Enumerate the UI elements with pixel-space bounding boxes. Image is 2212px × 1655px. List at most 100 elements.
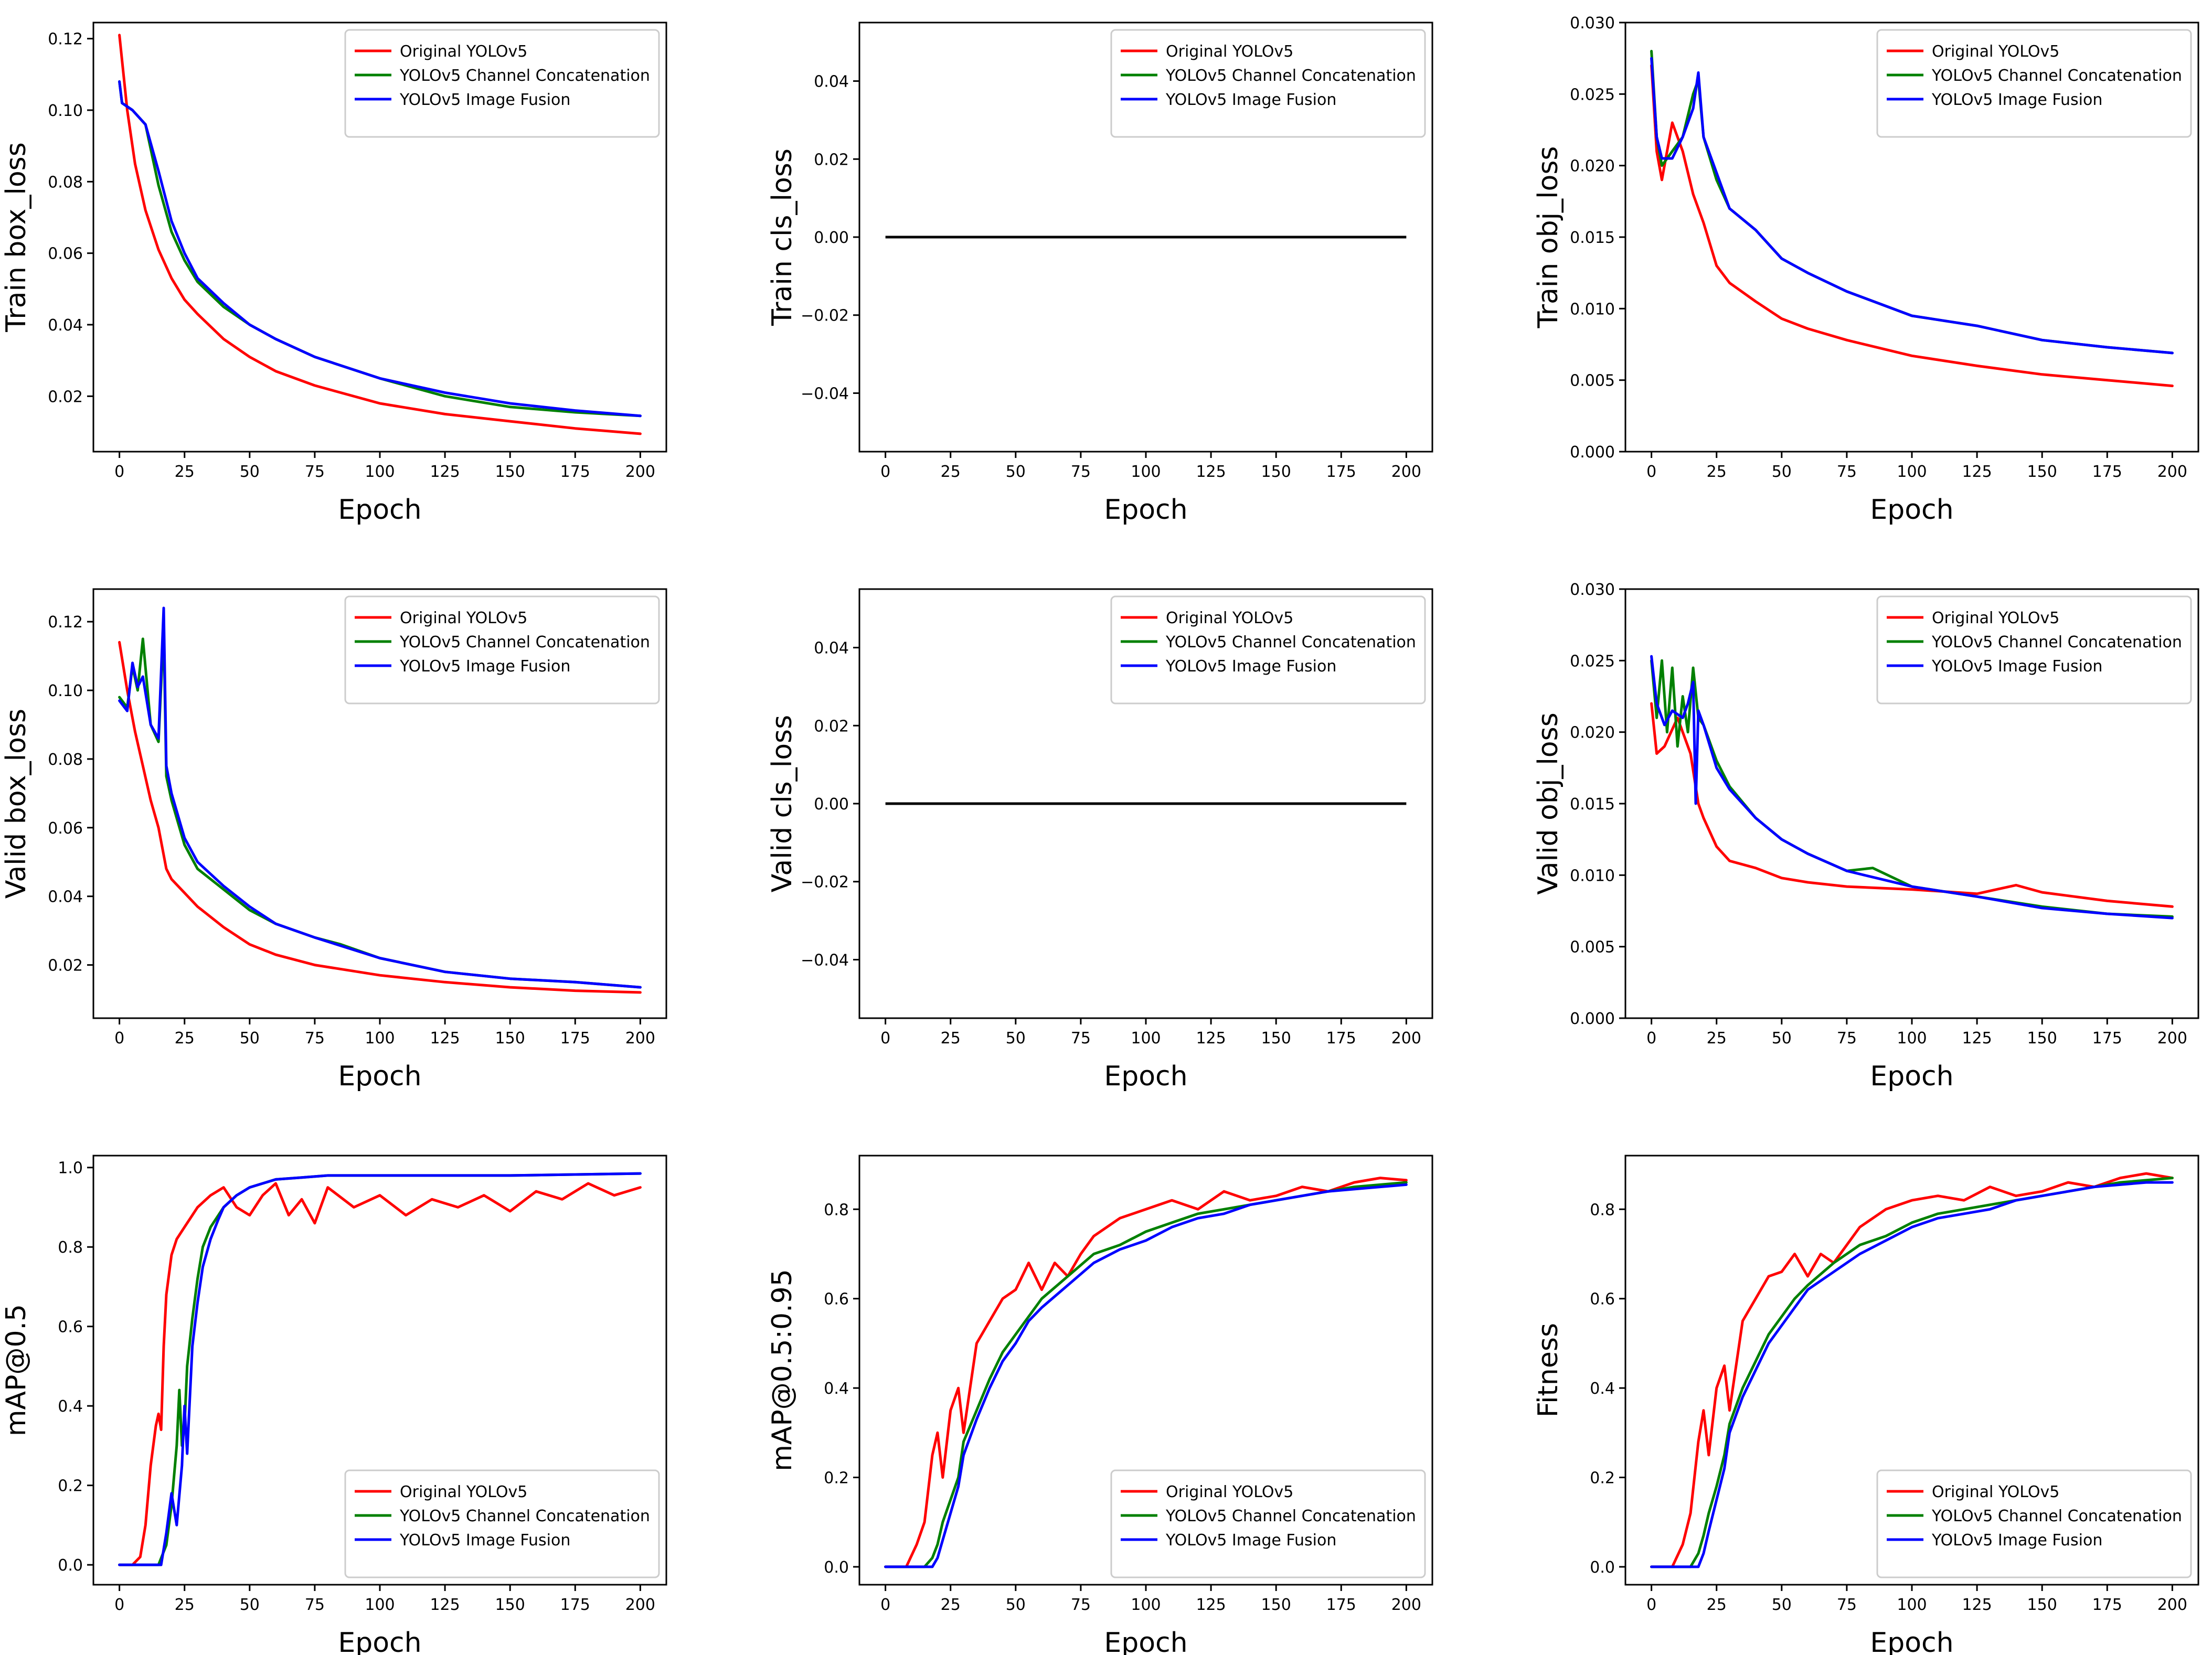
x-tick-label: 175 (560, 1596, 590, 1614)
y-tick-label: 0.0 (1590, 1558, 1615, 1577)
series-line-fusion (1650, 1181, 2174, 1568)
legend-label-original: Original YOLOv5 (400, 1483, 527, 1501)
chart-panel-train-cls-loss: 0 25 50 75 100 125 150 175 200 −0.04 −0.02 0.00 0.02… (767, 22, 1433, 526)
x-tick-label: 0 (114, 1596, 124, 1614)
y-tick-label: 0.005 (1570, 938, 1615, 957)
x-tick-label: 175 (2092, 1029, 2122, 1048)
chart-panel-valid-cls-loss: 0 25 50 75 100 125 150 175 200 −0.04 −0.02 0.00 0.02… (767, 588, 1433, 1092)
legend-box (1876, 29, 2192, 138)
x-tick-label: 50 (1772, 1596, 1792, 1614)
legend-label-fusion: YOLOv5 Image Fusion (1931, 657, 2102, 676)
x-tick-label: 125 (430, 463, 460, 481)
x-tick-label: 75 (305, 463, 325, 481)
x-axis-title: Epoch (338, 1061, 421, 1092)
x-tick-label: 25 (941, 1596, 961, 1614)
x-tick-label: 50 (1772, 1029, 1792, 1048)
x-tick-label: 100 (365, 1596, 395, 1614)
y-axis-title: Valid box_loss (1, 709, 32, 899)
legend: Original YOLOv5 YOLOv5 Channel Concatenat… (344, 1469, 660, 1578)
x-tick-label: 0 (1646, 1029, 1656, 1048)
legend: Original YOLOv5 YOLOv5 Channel Concatenat… (1876, 29, 2192, 138)
series-line-original (1650, 702, 2174, 908)
x-tick-label: 200 (1391, 1596, 1421, 1614)
x-tick-label: 0 (880, 1029, 890, 1048)
y-axis-title: Train box_loss (1, 142, 32, 333)
chart-panel-map-0-5: 0 25 50 75 100 125 150 175 200 0.0 0.2 0.4 0.6 0.8 1.0… (1, 1155, 667, 1655)
x-tick-label: 50 (240, 1596, 260, 1614)
series-line-original (118, 640, 642, 994)
legend-box (1110, 1469, 1426, 1578)
legend-label-concat: YOLOv5 Channel Concatenation (399, 633, 650, 652)
y-tick-label: 0.2 (1590, 1469, 1615, 1488)
y-tick-label: 0.020 (1570, 157, 1615, 176)
x-tick-label: 25 (1707, 463, 1727, 481)
y-tick-label: 0.04 (814, 639, 849, 658)
x-tick-label: 0 (880, 1596, 890, 1614)
x-tick-label: 125 (430, 1029, 460, 1048)
y-tick-label: −0.02 (801, 873, 849, 892)
legend: Original YOLOv5 YOLOv5 Channel Concatenat… (1110, 29, 1426, 138)
y-tick-label: 0.030 (1570, 14, 1615, 33)
y-tick-label: 0.4 (58, 1397, 83, 1416)
legend-label-original: Original YOLOv5 (400, 42, 527, 61)
x-tick-label: 50 (1006, 1596, 1026, 1614)
x-tick-label: 200 (2157, 1596, 2187, 1614)
y-tick-label: 0.02 (48, 957, 83, 975)
y-tick-label: 0.020 (1570, 724, 1615, 742)
x-tick-label: 125 (430, 1596, 460, 1614)
x-tick-label: 200 (2157, 463, 2187, 481)
x-tick-label: 150 (1261, 463, 1291, 481)
x-axis-title: Epoch (1870, 494, 1953, 526)
y-tick-label: 0.000 (1570, 1010, 1615, 1028)
y-tick-label: 0.2 (58, 1477, 83, 1496)
series-line-original (1650, 1172, 2174, 1568)
x-tick-label: 125 (1196, 1029, 1226, 1048)
x-axis-title: Epoch (1104, 1627, 1187, 1655)
x-tick-label: 125 (1962, 463, 1992, 481)
chart-panel-train-obj-loss: 0 25 50 75 100 125 150 175 200 0.000 0.005 0.010 0.0… (1533, 14, 2199, 526)
series-line-fusion (118, 606, 642, 989)
x-tick-label: 150 (2027, 463, 2057, 481)
legend-label-concat: YOLOv5 Channel Concatenation (399, 67, 650, 85)
legend-label-original: Original YOLOv5 (1166, 42, 1293, 61)
x-tick-label: 150 (2027, 1029, 2057, 1048)
x-tick-label: 0 (1646, 463, 1656, 481)
y-tick-label: 0.8 (1590, 1201, 1615, 1219)
series-group (1650, 50, 2174, 388)
y-tick-label: 0.10 (48, 682, 83, 700)
x-tick-label: 150 (495, 1029, 525, 1048)
legend-box (1110, 29, 1426, 138)
y-axis-title: Fitness (1533, 1323, 1564, 1417)
y-tick-label: 0.02 (814, 151, 849, 169)
x-tick-label: 25 (175, 1596, 195, 1614)
legend-label-concat: YOLOv5 Channel Concatenation (1931, 67, 2182, 85)
chart-panel-train-box-loss: 0 25 50 75 100 125 150 175 200 0.02 0.04 0.06 0.08 0.… (1, 22, 667, 526)
legend-box (344, 1469, 660, 1578)
legend-label-concat: YOLOv5 Channel Concatenation (1165, 1507, 1416, 1525)
legend: Original YOLOv5 YOLOv5 Channel Concatenat… (1876, 1469, 2192, 1578)
x-tick-label: 150 (1261, 1596, 1291, 1614)
y-tick-label: 0.12 (48, 30, 83, 49)
x-tick-label: 100 (1131, 1596, 1161, 1614)
x-axis-title: Epoch (1104, 1061, 1187, 1092)
series-line-fusion (884, 1183, 1408, 1568)
y-tick-label: 0.010 (1570, 300, 1615, 318)
x-tick-label: 175 (2092, 1596, 2122, 1614)
chart-panel-map-0-5-0-95: 0 25 50 75 100 125 150 175 200 0.0 0.2 0.4 0.6 0.8 Epo… (767, 1155, 1433, 1655)
x-tick-label: 75 (1071, 1029, 1091, 1048)
x-tick-label: 200 (625, 463, 655, 481)
legend-label-fusion: YOLOv5 Image Fusion (1165, 657, 1336, 676)
x-tick-label: 175 (1326, 463, 1356, 481)
y-tick-label: 0.00 (814, 795, 849, 814)
y-tick-label: 0.06 (48, 819, 83, 838)
y-tick-label: 0.010 (1570, 867, 1615, 885)
y-tick-label: 0.4 (824, 1380, 849, 1398)
legend-label-fusion: YOLOv5 Image Fusion (1931, 1531, 2102, 1550)
series-group (118, 34, 642, 435)
y-axis-title: mAP@0.5 (1, 1304, 32, 1436)
y-tick-label: 0.02 (48, 388, 83, 406)
legend-label-original: Original YOLOv5 (1166, 609, 1293, 627)
legend-label-original: Original YOLOv5 (1932, 609, 2059, 627)
series-line-fusion (118, 80, 642, 418)
